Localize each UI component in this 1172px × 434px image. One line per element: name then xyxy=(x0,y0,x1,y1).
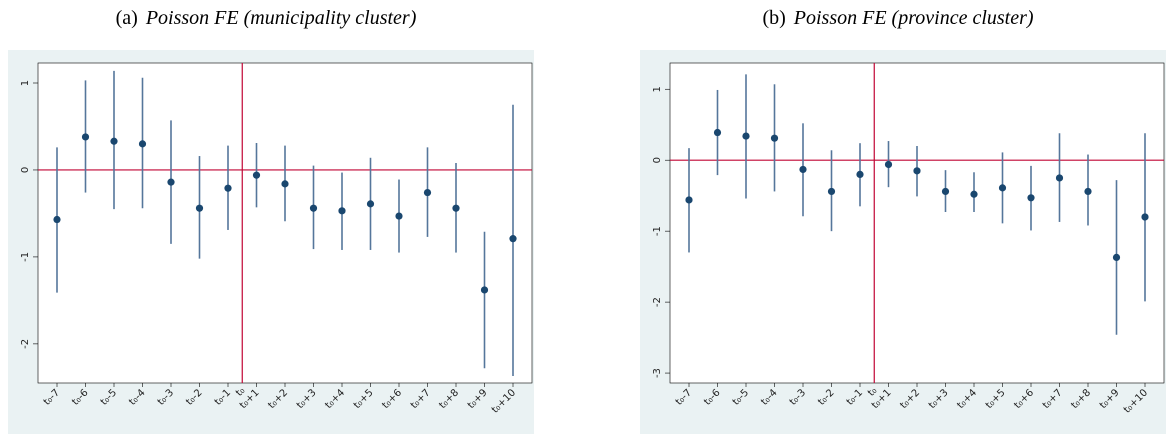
title-text: Poisson FE (province cluster) xyxy=(793,7,1034,29)
point-estimate xyxy=(252,171,261,179)
point-estimate xyxy=(480,286,489,294)
y-tick-label: 0 xyxy=(652,157,663,163)
point-estimate xyxy=(685,196,693,204)
point-estimate xyxy=(224,184,232,192)
point-estimate xyxy=(395,212,403,220)
point-estimate xyxy=(309,204,318,212)
point-estimate xyxy=(53,215,61,224)
point-estimate xyxy=(713,128,722,137)
point-estimate xyxy=(110,137,118,145)
point-estimate xyxy=(1141,213,1149,221)
point-estimate xyxy=(138,140,147,148)
chart: (b) Poisson FE (province cluster) -3 -2 -1 0 1… xyxy=(640,7,1166,434)
y-tick-label: -2 xyxy=(20,339,31,349)
point-estimate xyxy=(970,190,978,198)
chart-title: (b) Poisson FE (province cluster) xyxy=(762,7,1033,29)
y-tick-label: -2 xyxy=(652,297,663,307)
point-estimate xyxy=(1055,174,1064,182)
point-estimate xyxy=(742,132,750,140)
y-tick-label: -1 xyxy=(20,252,31,262)
plot-area xyxy=(37,62,533,384)
y-tick-label: 1 xyxy=(20,80,31,86)
point-estimate xyxy=(1027,194,1035,202)
point-estimate xyxy=(913,167,921,175)
y-tick-label: -1 xyxy=(652,226,663,236)
point-estimate xyxy=(884,160,893,169)
y-tick-label: 1 xyxy=(652,86,663,92)
panel-label: (a) xyxy=(116,7,138,29)
y-tick-label: 0 xyxy=(20,167,31,173)
point-estimate xyxy=(770,134,779,142)
point-estimate xyxy=(423,188,432,197)
point-estimate xyxy=(941,187,950,196)
point-estimate xyxy=(366,200,375,208)
point-estimate xyxy=(167,178,175,186)
chart-title: (a) Poisson FE (municipality cluster) xyxy=(116,7,417,29)
point-estimate xyxy=(998,184,1007,192)
point-estimate xyxy=(799,165,807,174)
point-estimate xyxy=(827,187,836,196)
point-estimate xyxy=(1112,253,1121,262)
panel-label: (b) xyxy=(762,7,785,29)
point-estimate xyxy=(195,204,204,212)
y-tick-label: -3 xyxy=(652,368,663,378)
point-estimate xyxy=(452,204,460,212)
point-estimate xyxy=(281,180,289,188)
chart: (a) Poisson FE (municipality cluster) -2 -1… xyxy=(8,7,534,434)
point-estimate xyxy=(1084,187,1092,196)
point-estimate xyxy=(856,170,864,178)
plot-area xyxy=(669,62,1165,384)
title-text: Poisson FE (municipality cluster) xyxy=(145,7,417,29)
point-estimate xyxy=(509,235,517,243)
point-estimate xyxy=(81,133,90,141)
point-estimate xyxy=(338,207,346,215)
